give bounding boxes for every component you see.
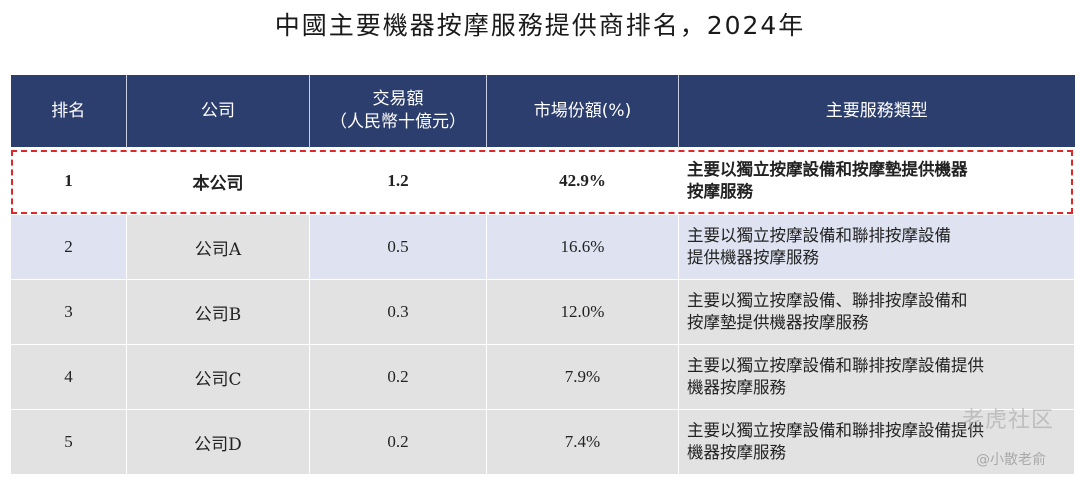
share-cell: 7.4% (486, 409, 679, 475)
service-line: 按摩墊提供機器按摩服務 (687, 313, 869, 332)
company-cell: 公司C (126, 344, 310, 410)
service-line: 主要以獨立按摩設備和聯排按摩設備提供 (687, 421, 984, 440)
company-cell: 本公司 (126, 147, 310, 215)
table-row: 1 本公司 1.2 42.9% 主要以獨立按摩設備和按摩墊提供機器 按摩服務 (10, 147, 1075, 215)
table-row: 3 公司B 0.3 12.0% 主要以獨立按摩設備、聯排按摩設備和 按摩墊提供機… (10, 279, 1075, 345)
watermark-brand: 老虎社区 (961, 408, 1054, 433)
header-market-share: 市場份額(%) (486, 75, 679, 148)
value-cell: 0.3 (309, 279, 487, 345)
ranking-table: 排名 公司 交易額 （人民幣十億元） 市場份額(%) 主要服務類型 1 本公司 … (10, 75, 1075, 475)
header-company: 公司 (126, 75, 310, 148)
company-cell: 公司A (126, 214, 310, 280)
service-line: 主要以獨立按摩設備、聯排按摩設備和 (687, 291, 968, 310)
service-line: 主要以獨立按摩設備和聯排按摩設備 (687, 226, 951, 245)
table-row: 2 公司A 0.5 16.6% 主要以獨立按摩設備和聯排按摩設備 提供機器按摩服… (10, 214, 1075, 280)
service-line: 機器按摩服務 (687, 378, 786, 397)
share-cell: 42.9% (486, 147, 679, 215)
service-cell: 主要以獨立按摩設備和聯排按摩設備提供 機器按摩服務 (678, 344, 1075, 410)
header-transaction-label: 交易額 (372, 89, 424, 109)
rank-cell: 2 (10, 214, 127, 280)
share-cell: 7.9% (486, 344, 679, 410)
service-cell: 主要以獨立按摩設備和聯排按摩設備提供 機器按摩服務 (678, 409, 1075, 475)
table-header-row: 排名 公司 交易額 （人民幣十億元） 市場份額(%) 主要服務類型 (10, 75, 1075, 148)
company-cell: 公司B (126, 279, 310, 345)
service-cell: 主要以獨立按摩設備、聯排按摩設備和 按摩墊提供機器按摩服務 (678, 279, 1075, 345)
service-line: 機器按摩服務 (687, 443, 786, 462)
rank-cell: 1 (10, 147, 127, 215)
share-cell: 12.0% (486, 279, 679, 345)
rank-cell: 3 (10, 279, 127, 345)
watermark-handle: @小散老俞 (976, 452, 1046, 468)
share-cell: 16.6% (486, 214, 679, 280)
service-cell: 主要以獨立按摩設備和聯排按摩設備 提供機器按摩服務 (678, 214, 1075, 280)
service-cell: 主要以獨立按摩設備和按摩墊提供機器 按摩服務 (678, 147, 1075, 215)
service-line: 按摩服務 (687, 182, 753, 201)
service-line: 主要以獨立按摩設備和聯排按摩設備提供 (687, 356, 984, 375)
header-rank: 排名 (10, 75, 127, 148)
company-cell: 公司D (126, 409, 310, 475)
rank-cell: 5 (10, 409, 127, 475)
page-title: 中國主要機器按摩服務提供商排名，2024年 (274, 11, 806, 40)
table-row: 5 公司D 0.2 7.4% 主要以獨立按摩設備和聯排按摩設備提供 機器按摩服務 (10, 409, 1075, 475)
value-cell: 0.5 (309, 214, 487, 280)
value-cell: 0.2 (309, 344, 487, 410)
table-row: 4 公司C 0.2 7.9% 主要以獨立按摩設備和聯排按摩設備提供 機器按摩服務 (10, 344, 1075, 410)
value-cell: 0.2 (309, 409, 487, 475)
rank-cell: 4 (10, 344, 127, 410)
header-service-type: 主要服務類型 (678, 75, 1075, 148)
value-cell: 1.2 (309, 147, 487, 215)
header-transaction-value: 交易額 （人民幣十億元） (309, 75, 487, 148)
header-transaction-unit: （人民幣十億元） (330, 112, 466, 132)
service-line: 主要以獨立按摩設備和按摩墊提供機器 (687, 160, 968, 179)
service-line: 提供機器按摩服務 (687, 248, 819, 267)
